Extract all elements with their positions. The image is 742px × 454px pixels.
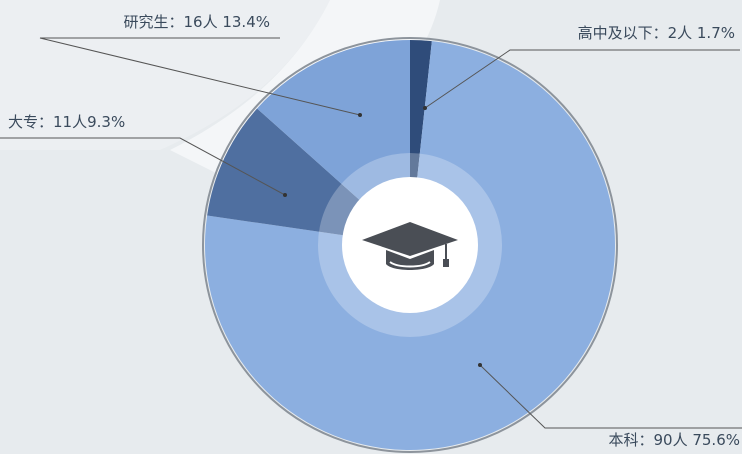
- slice-category: 大专：: [8, 113, 53, 131]
- leader-line: [0, 137, 286, 196]
- leader-line: [39, 37, 361, 116]
- slice-value: 11人9.3%: [53, 113, 125, 131]
- slice-value: 90人 75.6%: [653, 431, 740, 449]
- graduation-cap-icon: [362, 222, 458, 270]
- slice-label: 研究生：16人 13.4%: [123, 13, 270, 31]
- pie-border: [202, 37, 618, 453]
- slice-category: 本科：: [608, 431, 653, 449]
- slice-label: 本科：90人 75.6%: [608, 431, 740, 449]
- leader-dot: [423, 106, 427, 110]
- leader-dot: [478, 363, 482, 367]
- slice-value: 16人 13.4%: [183, 13, 270, 31]
- labels: 高中及以下：2人 1.7%本科：90人 75.6%大专：11人9.3%研究生：1…: [0, 13, 742, 449]
- leader-dot: [358, 113, 362, 117]
- leader-dot: [283, 193, 287, 197]
- slice-category: 研究生：: [123, 13, 183, 31]
- slice-label: 高中及以下：2人 1.7%: [578, 24, 735, 42]
- leader-line: [424, 49, 740, 109]
- slice-label: 大专：11人9.3%: [8, 113, 125, 131]
- leader-line: [479, 364, 742, 429]
- slice-category: 高中及以下：: [578, 24, 668, 42]
- slice-value: 2人 1.7%: [668, 24, 735, 42]
